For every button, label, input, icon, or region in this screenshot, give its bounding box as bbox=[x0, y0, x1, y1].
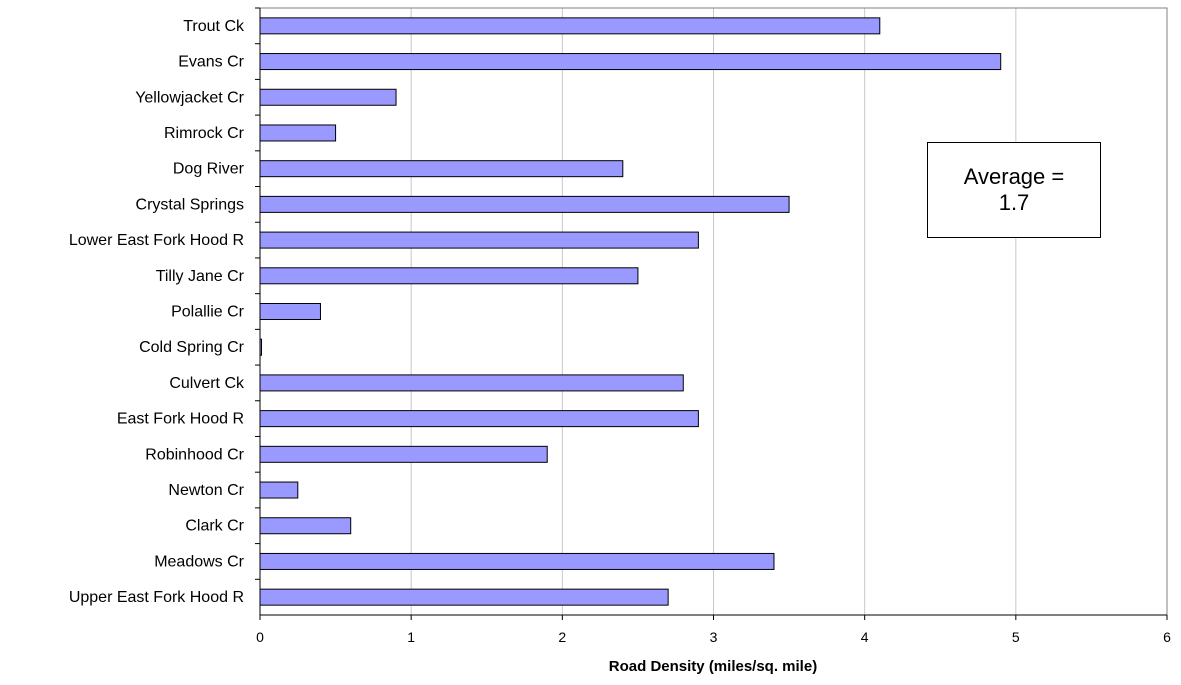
category-label: Tilly Jane Cr bbox=[156, 268, 245, 285]
category-label: Robinhood Cr bbox=[145, 446, 244, 463]
bar bbox=[259, 374, 684, 392]
bar bbox=[259, 124, 337, 142]
category-label: Trout Ck bbox=[183, 18, 245, 35]
category-label: Meadows Cr bbox=[154, 553, 244, 570]
bar bbox=[259, 517, 352, 535]
category-label: Polallie Cr bbox=[171, 304, 245, 321]
x-axis-title: Road Density (miles/sq. mile) bbox=[609, 658, 817, 675]
x-tick-label: 0 bbox=[256, 629, 264, 645]
category-label: Upper East Fork Hood R bbox=[69, 589, 244, 606]
category-label: Evans Cr bbox=[178, 54, 244, 71]
bar bbox=[259, 53, 1002, 71]
x-tick-label: 3 bbox=[710, 629, 718, 645]
average-label: Average = bbox=[963, 163, 1065, 189]
category-label: Lower East Fork Hood R bbox=[69, 232, 244, 249]
average-annotation: Average = 1.7 bbox=[927, 142, 1101, 238]
category-label: Newton Cr bbox=[168, 482, 244, 499]
bar bbox=[259, 88, 397, 106]
category-label: Cold Spring Cr bbox=[139, 339, 245, 356]
category-label: Dog River bbox=[173, 161, 245, 178]
bar bbox=[259, 552, 775, 570]
category-label: Crystal Springs bbox=[136, 196, 244, 213]
bar bbox=[259, 160, 624, 178]
category-label: Clark Cr bbox=[185, 518, 244, 535]
category-label: Yellowjacket Cr bbox=[135, 89, 244, 106]
category-labels: Trout Ck Evans Cr Yellowjacket Cr Rimrock C… bbox=[69, 7, 260, 606]
category-label: Rimrock Cr bbox=[164, 125, 245, 142]
x-tick-label: 4 bbox=[861, 629, 869, 645]
bar bbox=[259, 445, 548, 463]
bar bbox=[259, 410, 699, 428]
x-tick-label: 1 bbox=[407, 629, 415, 645]
x-tick-labels: 0 1 2 3 4 5 6 bbox=[256, 615, 1171, 645]
x-tick-label: 2 bbox=[558, 629, 566, 645]
x-tick-label: 6 bbox=[1163, 629, 1171, 645]
category-label: East Fork Hood R bbox=[117, 411, 244, 428]
bar bbox=[259, 17, 881, 35]
bar bbox=[259, 231, 699, 249]
bar bbox=[259, 481, 299, 499]
bar bbox=[259, 267, 639, 285]
bar bbox=[259, 303, 321, 320]
x-tick-label: 5 bbox=[1012, 629, 1020, 645]
category-label: Culvert Ck bbox=[169, 375, 245, 392]
average-value: 1.7 bbox=[998, 190, 1030, 215]
gridlines bbox=[410, 8, 1017, 615]
bars bbox=[259, 17, 1002, 606]
bar bbox=[259, 588, 669, 606]
bar bbox=[259, 195, 790, 213]
